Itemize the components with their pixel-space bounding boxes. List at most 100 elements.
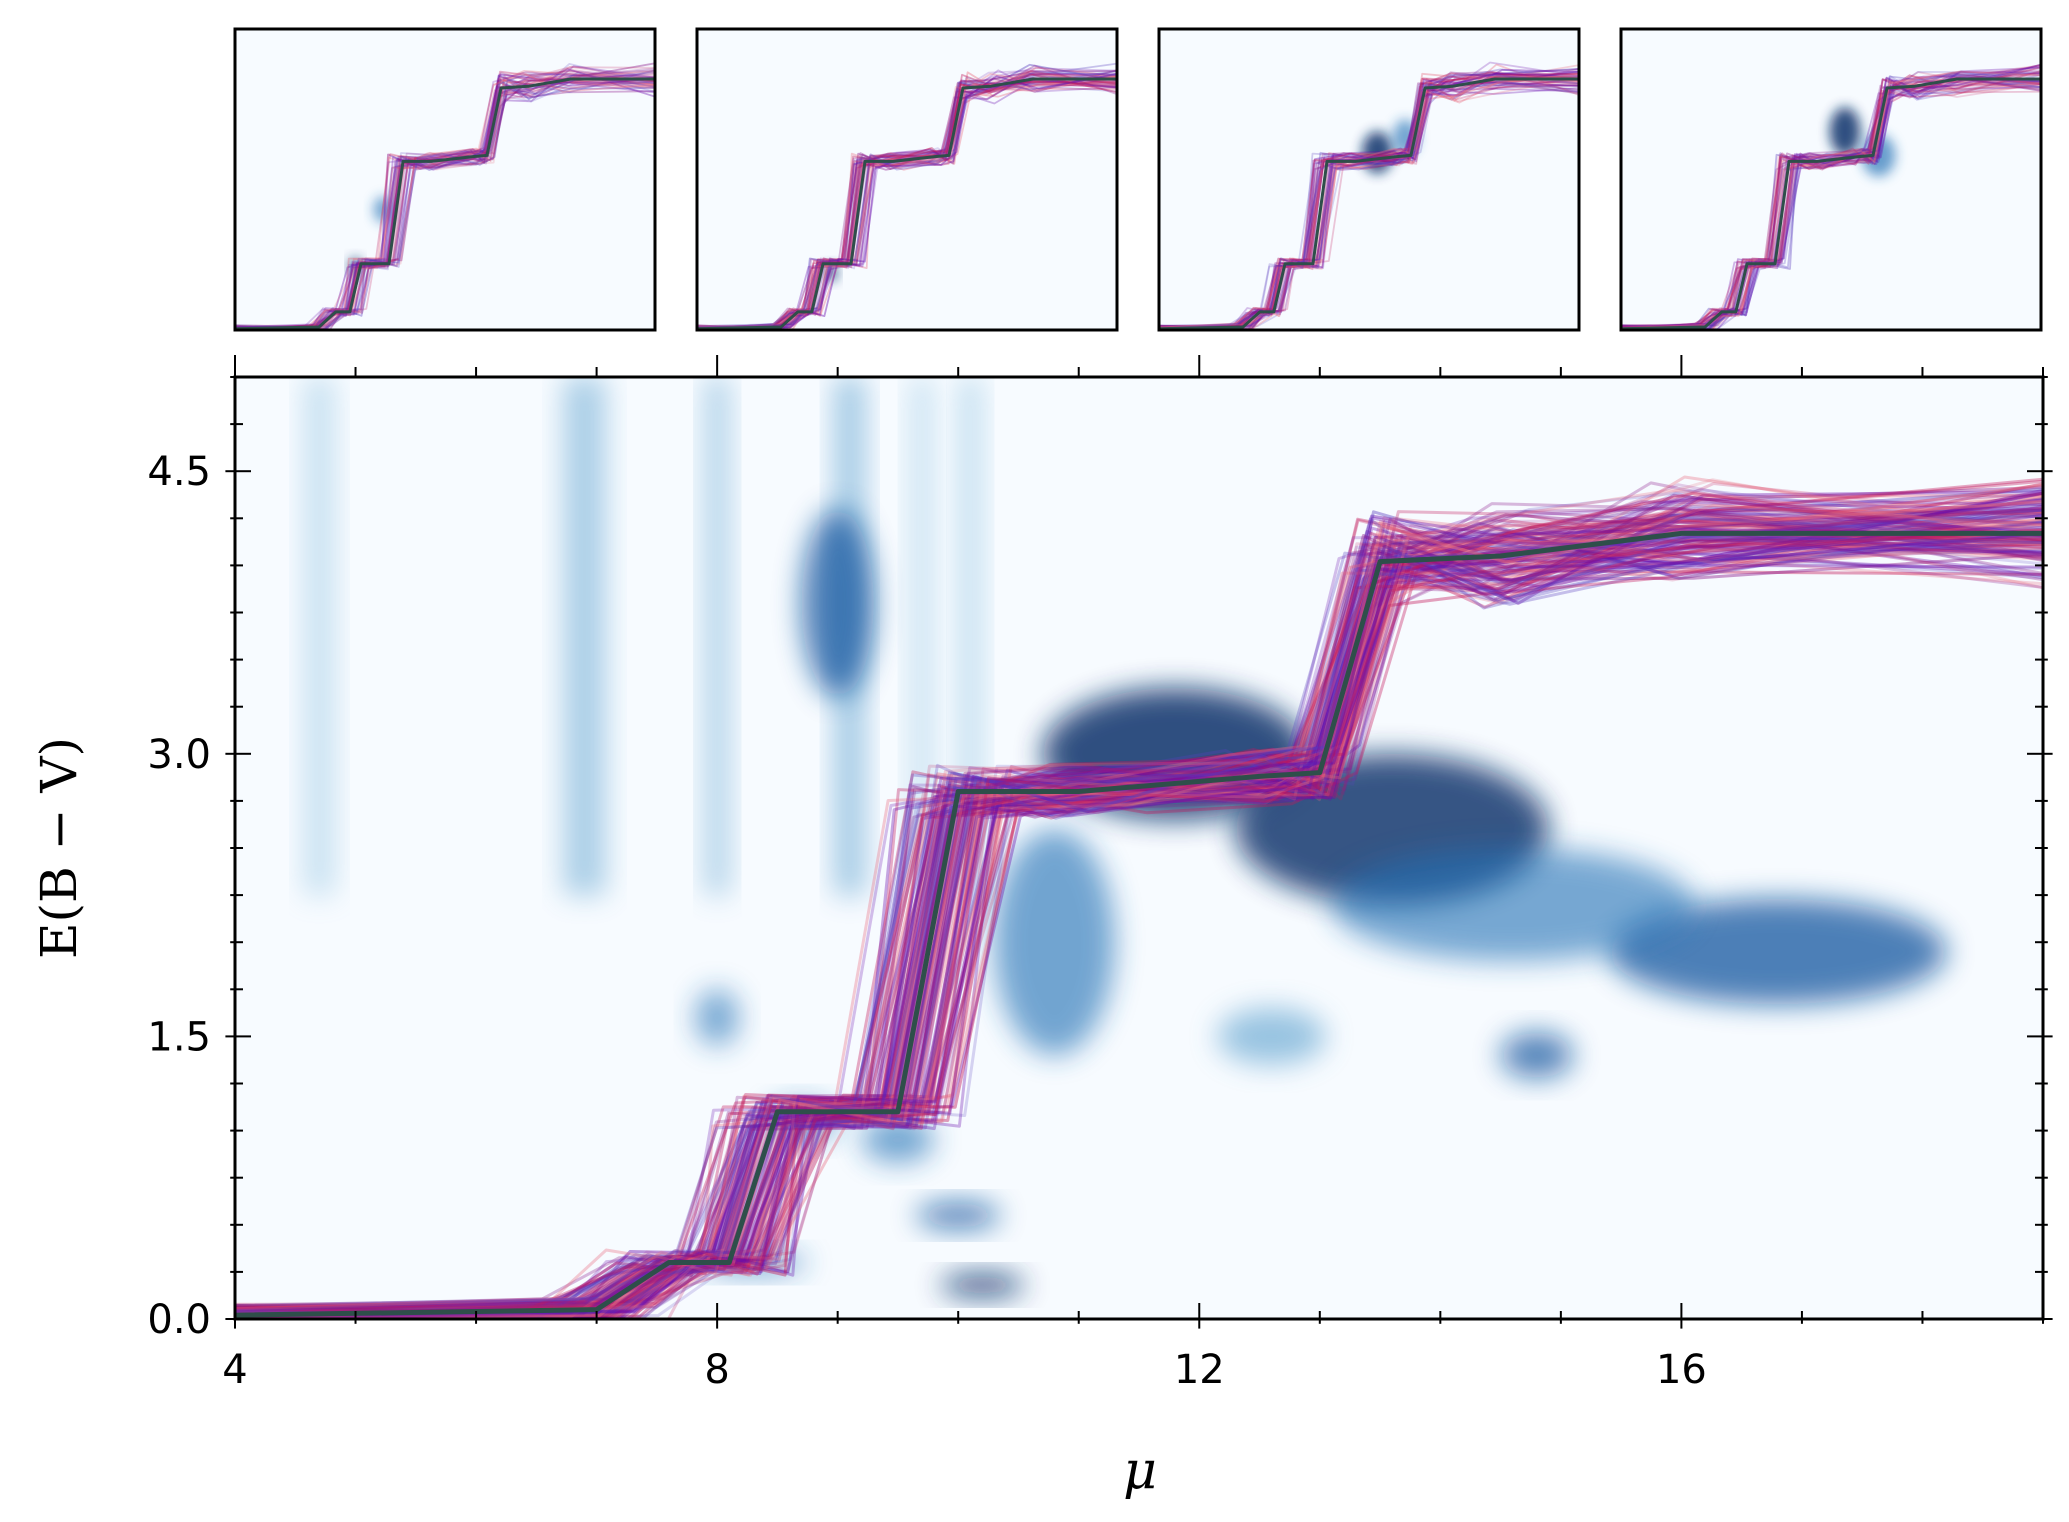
sample-line bbox=[235, 503, 2043, 1319]
sample-line bbox=[1621, 71, 2041, 330]
sample-line bbox=[235, 538, 2043, 1308]
sample-line bbox=[235, 526, 2043, 1319]
sample-line bbox=[235, 81, 655, 330]
sample-line bbox=[235, 510, 2043, 1319]
sample-line bbox=[1621, 70, 2041, 329]
sample-line bbox=[235, 63, 655, 330]
density-streak bbox=[909, 377, 935, 896]
sample-line bbox=[1159, 72, 1579, 330]
sample-line bbox=[235, 518, 2043, 1319]
sample-line bbox=[235, 520, 2043, 1319]
sample-line bbox=[235, 482, 2043, 1319]
density-blob bbox=[801, 508, 874, 698]
sample-line bbox=[235, 503, 2043, 1316]
best-fit-line bbox=[235, 77, 655, 330]
sample-line bbox=[235, 528, 2043, 1318]
sample-line bbox=[697, 80, 1117, 330]
sample-line bbox=[235, 527, 2043, 1316]
sample-line bbox=[235, 492, 2043, 1319]
density-streak bbox=[304, 377, 335, 896]
sample-line bbox=[235, 509, 2043, 1319]
sample-line bbox=[697, 64, 1117, 329]
sample-line bbox=[235, 71, 655, 330]
sample-line bbox=[235, 76, 655, 330]
sample-line bbox=[235, 534, 2043, 1316]
sample-line bbox=[235, 72, 655, 330]
density-blob bbox=[1362, 131, 1393, 174]
best-fit-line bbox=[235, 530, 2043, 1318]
tick-labels: 4 8 12 16 0.0 1.5 3.0 4.5 bbox=[147, 449, 1706, 1393]
sample-line bbox=[1159, 76, 1579, 330]
density-blob bbox=[940, 1273, 1025, 1297]
sample-line bbox=[235, 67, 655, 330]
sample-line bbox=[235, 498, 2043, 1319]
sample-line bbox=[235, 73, 655, 330]
sample-line bbox=[235, 528, 2043, 1319]
x-tick-label: 16 bbox=[1656, 1347, 1707, 1393]
inset-panel-4 bbox=[1619, 27, 2043, 332]
inset-3-samples bbox=[1159, 61, 1579, 330]
density-blob bbox=[825, 264, 838, 282]
sample-line bbox=[235, 517, 2043, 1315]
sample-line bbox=[235, 530, 2043, 1319]
sample-line bbox=[235, 488, 2043, 1311]
sample-line bbox=[235, 519, 2043, 1315]
sample-line bbox=[1621, 76, 2041, 329]
y-tick-label: 0.0 bbox=[147, 1297, 211, 1343]
density-blob bbox=[699, 1251, 808, 1274]
sample-line bbox=[1159, 63, 1579, 330]
sample-line bbox=[1159, 77, 1579, 330]
sample-line bbox=[235, 73, 655, 329]
y-tick-label: 3.0 bbox=[147, 732, 211, 778]
sample-line bbox=[235, 508, 2043, 1319]
sample-line bbox=[235, 523, 2043, 1319]
sample-line bbox=[235, 510, 2043, 1319]
sample-line bbox=[1621, 73, 2041, 330]
sample-line bbox=[697, 75, 1117, 330]
sample-line bbox=[235, 72, 655, 330]
sample-line bbox=[1159, 67, 1579, 328]
sample-line bbox=[235, 66, 655, 330]
sample-line bbox=[1621, 79, 2041, 330]
sample-line bbox=[235, 532, 2043, 1319]
sample-line bbox=[235, 528, 2043, 1319]
sample-line bbox=[1159, 79, 1579, 330]
sample-line bbox=[235, 507, 2043, 1316]
sample-line bbox=[235, 65, 655, 330]
inset-1-samples bbox=[235, 62, 655, 330]
density-streak bbox=[705, 377, 730, 896]
density-blob bbox=[373, 196, 394, 223]
sample-line bbox=[1621, 74, 2041, 330]
sample-line bbox=[235, 498, 2043, 1315]
sample-line bbox=[235, 526, 2043, 1318]
y-axis-label: E(B − V) bbox=[30, 737, 88, 959]
sample-line bbox=[235, 511, 2043, 1313]
sample-line bbox=[235, 493, 2043, 1319]
density-streak bbox=[958, 377, 983, 896]
sample-line bbox=[235, 502, 2043, 1319]
sample-line bbox=[1159, 72, 1579, 330]
sample-line bbox=[1159, 61, 1579, 330]
sample-line bbox=[235, 556, 2043, 1319]
sample-line bbox=[235, 520, 2043, 1319]
sample-line bbox=[235, 520, 2043, 1319]
sample-line bbox=[235, 477, 2043, 1319]
sample-line bbox=[235, 75, 655, 330]
sample-line bbox=[235, 513, 2043, 1312]
sample-line bbox=[1159, 81, 1579, 330]
sample-line bbox=[1621, 71, 2041, 330]
sample-line bbox=[235, 488, 2043, 1319]
sample-line bbox=[235, 74, 655, 328]
density-blob bbox=[1829, 107, 1861, 156]
sample-line bbox=[235, 535, 2043, 1319]
density-streak bbox=[563, 377, 606, 896]
best-fit-line bbox=[697, 77, 1117, 330]
inset-2-density bbox=[825, 264, 838, 282]
sample-line bbox=[235, 520, 2043, 1319]
density-blob bbox=[861, 1117, 935, 1163]
inset-panel-1 bbox=[233, 27, 657, 332]
inset-panel-2 bbox=[695, 27, 1119, 332]
sample-line bbox=[1621, 77, 2041, 330]
sample-line bbox=[235, 543, 2043, 1319]
